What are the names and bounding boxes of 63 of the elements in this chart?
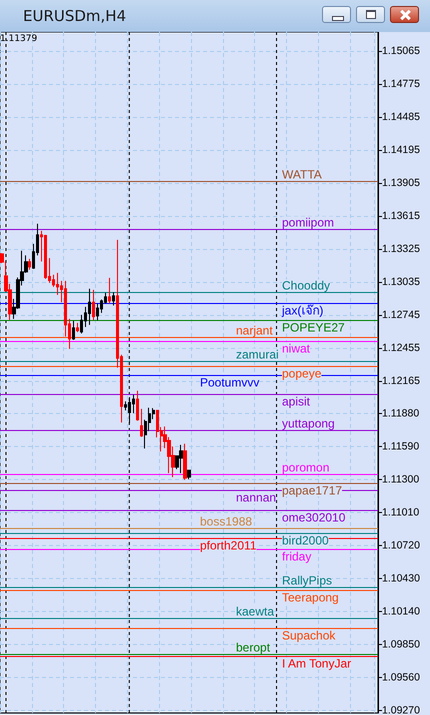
chart-title: EURUSDm,H4: [23, 7, 126, 25]
ref-line-label: I Am TonyJar: [282, 656, 352, 670]
ref-line-label: kaewta: [236, 604, 274, 618]
candlestick: [187, 470, 191, 480]
candlestick: [28, 258, 31, 270]
candlestick: [88, 288, 91, 326]
y-tick-label: 1.11880: [382, 407, 420, 420]
y-tick-label: 1.09560: [382, 672, 420, 684]
y-tick-label: 1.12455: [382, 342, 420, 354]
ref-line-label: papae1717: [282, 484, 342, 498]
ref-line-label: popeye: [282, 366, 322, 380]
ref-line-label: jax(เจ๊ก): [281, 304, 324, 318]
y-tick-label: 1.11010: [382, 506, 420, 519]
candlestick: [96, 302, 99, 321]
ref-line-label: beropt: [236, 640, 271, 654]
y-tick-label: 1.09270: [382, 704, 420, 715]
y-tick-label: 1.09850: [382, 638, 420, 651]
ref-line-label: narjant: [236, 324, 274, 338]
ref-line-label: boss1988: [200, 514, 252, 528]
ref-line-label: POPEYE27: [282, 320, 346, 334]
ref-line-label: poromon: [282, 460, 330, 474]
y-tick-label: 1.11300: [382, 474, 420, 486]
candlestick: [136, 390, 139, 422]
y-tick-label: 1.14195: [382, 144, 420, 156]
y-tick-label: 1.10720: [382, 540, 420, 552]
ref-line-label: Supachok: [282, 628, 336, 642]
annotation: 1.11379: [0, 34, 38, 44]
y-tick-label: 1.13615: [382, 210, 420, 222]
y-tick-label: 1.13325: [382, 242, 420, 255]
candlestick: [92, 289, 95, 321]
y-tick-label: 1.13035: [382, 276, 420, 288]
candlestick: [140, 408, 143, 438]
candlestick: [112, 292, 115, 306]
ref-line-label: Chooddy: [282, 278, 330, 292]
y-tick-label: 1.12165: [382, 375, 420, 388]
ref-line-label: ome302010: [282, 510, 346, 524]
ref-line-label: zamurai: [236, 348, 279, 362]
ref-line-label: pforth2011: [200, 538, 257, 552]
ref-line-label: nannan: [236, 490, 276, 504]
y-tick-label: 1.14485: [382, 110, 420, 123]
candlestick: [108, 277, 111, 304]
ref-line-label: WATTA: [282, 168, 322, 182]
ref-line-label: pomiipom: [282, 216, 334, 230]
y-tick-label: 1.11590: [382, 440, 420, 453]
candlestick: [183, 443, 187, 480]
candlestick: [179, 444, 183, 474]
ref-line-label: niwat: [282, 342, 311, 356]
y-tick-label: 1.14775: [382, 78, 420, 90]
candlestick: [76, 322, 79, 333]
ref-line-label: friday: [282, 550, 312, 564]
ref-line-label: Pootumvvv: [200, 376, 260, 390]
ref-line-label: RallyPips: [282, 574, 332, 588]
y-tick-label: 1.10430: [382, 572, 420, 585]
ref-line-label: Teerapong: [282, 590, 339, 604]
candlestick: [44, 234, 47, 280]
ref-line-label: bird2000: [282, 534, 330, 548]
y-tick-label: 1.10140: [382, 606, 420, 618]
y-tick-label: 1.13905: [382, 176, 420, 189]
ref-line-label: yuttapong: [282, 416, 335, 430]
y-tick-label: 1.15065: [382, 44, 420, 57]
candlestick: [72, 320, 75, 340]
y-tick-label: 1.12745: [382, 308, 420, 321]
ref-line-label: apisit: [282, 394, 311, 408]
